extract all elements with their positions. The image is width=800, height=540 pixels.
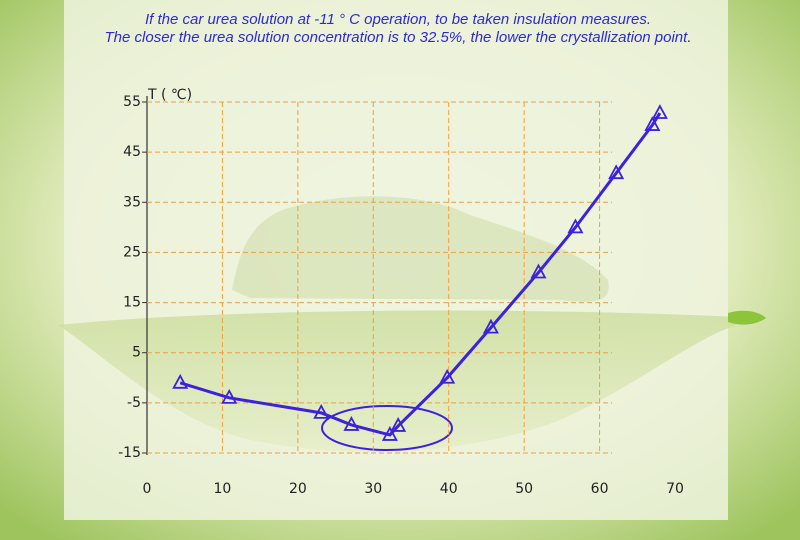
triangle-marker: [172, 373, 189, 389]
y-tick-label: -15: [118, 445, 141, 461]
x-tick-label: 20: [289, 481, 307, 497]
triangle-marker: [439, 368, 456, 384]
triangle-marker: [608, 164, 625, 180]
y-tick-label: 5: [132, 345, 141, 361]
x-tick-label: 60: [591, 481, 609, 497]
triangle-marker: [390, 417, 407, 432]
chart-title: If the car urea solution at -11 ° C oper…: [145, 11, 651, 28]
triangle-marker: [567, 218, 584, 234]
y-tick-label: -5: [127, 395, 141, 411]
leaf: [58, 310, 760, 452]
triangle-marker: [313, 403, 330, 419]
y-tick-label: 25: [123, 244, 141, 260]
y-tick-label: 45: [123, 144, 141, 160]
x-tick-label: 30: [364, 481, 382, 497]
x-tick-label: 10: [214, 481, 232, 497]
triangle-marker: [221, 388, 238, 404]
x-tick-label: 40: [440, 481, 458, 497]
chart-subtitle: The closer the urea solution concentrati…: [105, 29, 692, 46]
triangle-marker: [651, 104, 668, 119]
leaf-tip: [728, 310, 766, 325]
triangle-marker: [343, 416, 360, 431]
triangle-marker: [530, 263, 547, 279]
x-tick-label: 0: [143, 481, 152, 497]
y-tick-label: 55: [123, 94, 141, 110]
y-tick-label: 15: [123, 295, 141, 311]
triangle-marker: [381, 426, 398, 441]
car-silhouette: [232, 196, 609, 302]
x-tick-label: 50: [515, 481, 533, 497]
triangle-marker: [644, 116, 661, 131]
y-tick-label: 35: [123, 194, 141, 210]
y-axis-label: T ( ℃): [147, 87, 192, 103]
highlight-ellipse: [321, 405, 453, 451]
series-line: [179, 112, 662, 437]
triangle-marker: [482, 318, 499, 334]
x-tick-label: 70: [666, 481, 684, 497]
